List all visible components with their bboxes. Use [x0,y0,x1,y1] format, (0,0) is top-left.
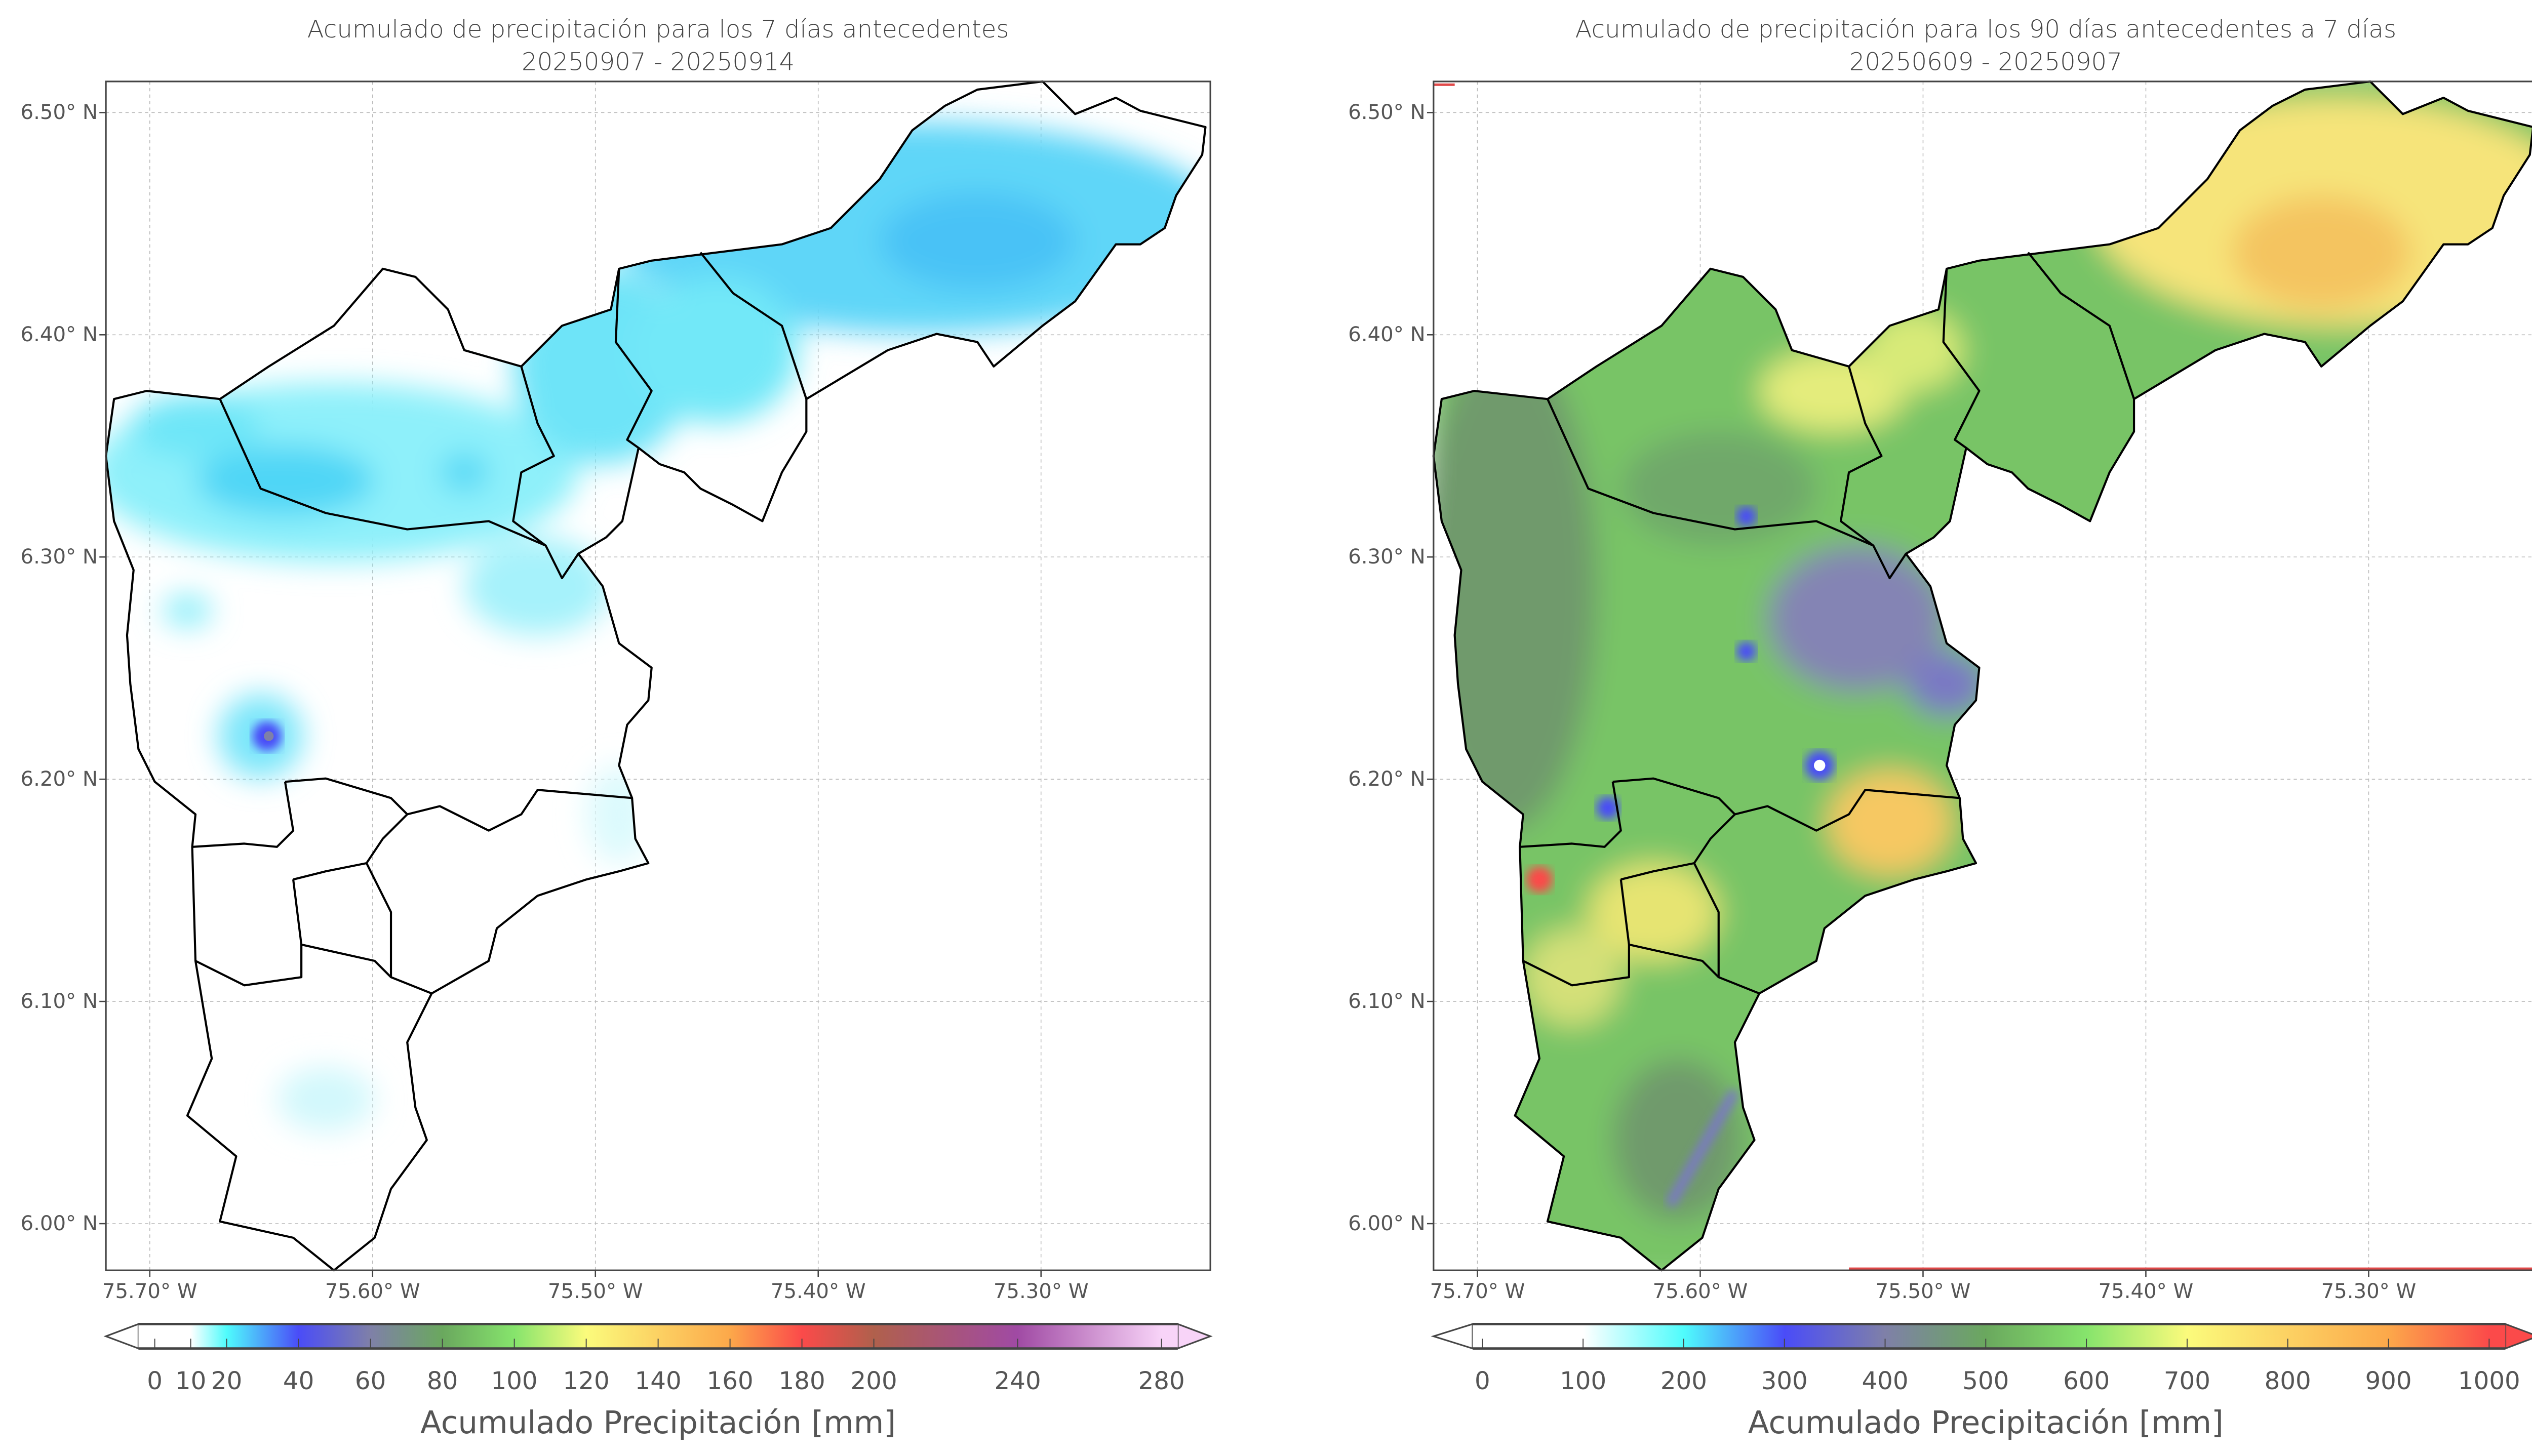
colorbar-tick-label: 0 [1475,1367,1490,1395]
lon-tick-label: 75.70° W [1430,1280,1525,1303]
municipality-border [699,252,808,399]
colorbar-tick-label: 400 [1862,1367,1908,1395]
municipality-border [1620,862,1694,881]
municipality-border [407,789,632,832]
lat-tick-label: 6.40° N [1348,323,1425,346]
municipality-border [2027,252,2135,399]
municipality-border [1547,398,1907,580]
lat-tick-label: 6.30° N [1348,545,1425,569]
lat-tick-label: 6.10° N [1348,990,1425,1013]
colorbar-tick-label: 100 [491,1367,538,1395]
lat-tick-label: 6.50° N [1348,101,1425,124]
colorbar-tick-label: 140 [635,1367,682,1395]
lon-tick-label: 75.40° W [2099,1280,2194,1303]
lat-tick-label: 6.50° N [21,101,98,124]
lon-tick-label: 75.30° W [994,1280,1089,1303]
municipality-border [219,398,579,580]
colorbar-tick-label: 900 [2365,1367,2411,1395]
municipality-border [1839,366,1883,547]
lat-tick-label: 6.40° N [21,323,98,346]
municipality-border [285,777,432,995]
colorbar-tick-label: 80 [427,1367,458,1395]
colorbar-tick-label: 500 [1962,1367,2009,1395]
axis-ticks: 6.50° N 6.40° N 6.30° N 6.20° N 6.10° N 6.00°… [1348,101,2416,1303]
municipality-border [614,268,653,449]
municipality-border [195,944,303,987]
colorbar-tick-label: 1000 [2458,1367,2520,1395]
panel-subtitle: 20250609 - 20250907 [1849,48,2122,76]
precipitation-field [1432,80,2532,1272]
colorbar-label: Acumulado Precipitación [mm] [1748,1405,2224,1441]
lon-tick-label: 75.60° W [325,1280,420,1303]
colorbar-tick-label: 40 [283,1367,314,1395]
municipality-border [293,862,367,881]
municipality-border [1612,777,1760,995]
colorbar-over-arrow [2504,1323,2532,1350]
region-outline [105,80,1207,1272]
lon-tick-label: 75.60° W [1653,1280,1748,1303]
colorbar-tick-label: 600 [2063,1367,2110,1395]
municipality-border [292,879,392,978]
colorbar: 0 10 20 40 60 80 100 120 140 160 180 200 240 280 Acumu… [103,1322,1213,1441]
colorbar-tick-label: 800 [2265,1367,2311,1395]
lon-tick-label: 75.40° W [771,1280,866,1303]
lat-tick-label: 6.20° N [1348,767,1425,791]
colorbar-tick-label: 60 [355,1367,386,1395]
colorbar-tick-label: 280 [1138,1367,1185,1395]
colorbar-gradient [1473,1324,2506,1349]
lat-tick-label: 6.20° N [21,767,98,791]
colorbar-tick-label: 200 [851,1367,897,1395]
colorbar-over-arrow [1177,1323,1213,1350]
lat-tick-label: 6.00° N [21,1212,98,1235]
map-frame [1433,80,2532,1271]
colorbar-tick-label: 200 [1660,1367,1707,1395]
municipality-border [1734,789,1960,832]
lon-tick-label: 75.50° W [1876,1280,1971,1303]
lon-tick-label: 75.70° W [102,1280,197,1303]
panel-subtitle: 20250907 - 20250914 [522,48,795,76]
municipality-border [1942,268,1981,449]
axis-ticks: 6.50° N 6.40° N 6.30° N 6.20° N 6.10° N 6.00°… [21,101,1089,1303]
colorbar-tick-label: 0 [147,1367,163,1395]
colorbar-tick-label: 100 [1560,1367,1606,1395]
colorbar-tick-label: 240 [995,1367,1041,1395]
panel-90-day: Acumulado de precipitación para los 90 d… [1348,15,2532,1441]
colorbar-tick-label: 10 [175,1367,206,1395]
panel-title: Acumulado de precipitación para los 7 dí… [307,15,1009,44]
colorbar-label: Acumulado Precipitación [mm] [420,1405,896,1441]
colorbar-tick-label: 180 [779,1367,825,1395]
municipality-boundaries [105,80,1207,1272]
colorbar-under-arrow [103,1323,140,1350]
map-frame [105,80,1211,1271]
lat-tick-label: 6.30° N [21,545,98,569]
colorbar-tick-label: 700 [2164,1367,2210,1395]
region-outline [1432,80,2532,1272]
colorbar-tick-label: 160 [707,1367,754,1395]
municipality-border [1522,944,1630,987]
colorbar-under-arrow [1431,1323,1474,1350]
precipitation-field [106,122,1206,1132]
colorbar-tick-label: 300 [1761,1367,1808,1395]
panel-7-day: Acumulado de precipitación para los 7 dí… [21,15,1213,1441]
lon-tick-label: 75.30° W [2321,1280,2417,1303]
municipality-border [1520,781,1622,848]
municipality-border [512,366,555,547]
municipality-border [192,781,295,848]
colorbar-tick-label: 20 [211,1367,242,1395]
colorbar-tick-label: 120 [563,1367,610,1395]
municipality-border [1619,879,1720,978]
lon-tick-label: 75.50° W [548,1280,643,1303]
colorbar: 0 100 200 300 400 500 600 700 800 900 1000 Acumulad… [1431,1322,2532,1441]
lat-tick-label: 6.00° N [1348,1212,1425,1235]
lat-tick-label: 6.10° N [21,990,98,1013]
panel-title: Acumulado de precipitación para los 90 d… [1575,15,2397,44]
